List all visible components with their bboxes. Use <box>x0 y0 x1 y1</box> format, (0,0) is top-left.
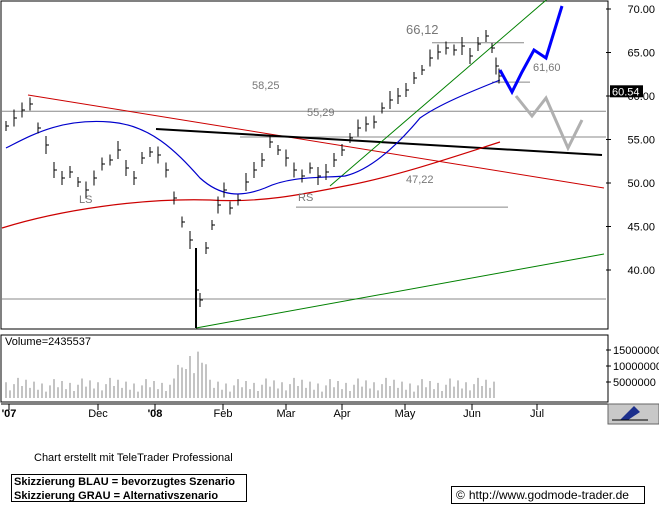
pattern-label: LS <box>79 194 92 206</box>
neckline <box>155 128 603 156</box>
volume-label: Volume=2435537 <box>5 336 91 348</box>
chart-tool-icon[interactable] <box>612 406 648 421</box>
x-tick-label: '08 <box>148 408 163 420</box>
green-support-line <box>195 253 605 329</box>
legend-gray-text: Skizzierung GRAU = Alternativszenario <box>14 490 219 502</box>
volume-panel-frame <box>0 334 609 403</box>
x-tick-label: Jun <box>463 408 481 420</box>
y-tick-label: 45.00 <box>627 222 655 234</box>
blue-scenario-path <box>498 5 564 96</box>
red-moving-average <box>1 141 501 229</box>
volume-tick-label: 5000000 <box>613 377 656 389</box>
legend-blue-text: Skizzierung BLAU = bevorzugtes Szenario <box>14 476 235 488</box>
last-price-marker <box>610 85 643 98</box>
scenario-sketches <box>498 5 584 152</box>
green-channel-line <box>329 0 547 187</box>
price-bars <box>5 30 502 328</box>
y-tick-label: 40.00 <box>627 265 655 277</box>
x-tick-label: Dec <box>88 408 108 420</box>
pattern-label: RS <box>298 192 313 204</box>
x-tick-label: May <box>395 408 416 420</box>
last-price-label: 60.54 <box>612 86 640 98</box>
x-tick-label: Mar <box>277 408 296 420</box>
volume-tick-label: 10000000 <box>613 361 659 373</box>
y-tick-label: 55.00 <box>627 135 655 147</box>
level-label: 58,25 <box>252 80 280 92</box>
credit-text: Chart erstellt mit TeleTrader Profession… <box>34 452 233 464</box>
x-tick-label: Feb <box>214 408 233 420</box>
y-tick-label: 50.00 <box>627 178 655 190</box>
level-label: 47,22 <box>406 174 434 186</box>
level-label: 61,60 <box>533 62 561 74</box>
level-label: 55,29 <box>307 107 335 119</box>
copyright-icon: © <box>456 488 465 502</box>
y-tick-label: 65.00 <box>627 48 655 60</box>
y-tick-label: 70.00 <box>627 4 655 16</box>
volume-bars <box>5 351 495 398</box>
blue-moving-average <box>5 79 501 195</box>
scenario-legend: Skizzierung BLAU = bevorzugtes Szenario … <box>11 474 247 502</box>
x-tick-label: '07 <box>2 408 17 420</box>
indicator-lines <box>1 0 605 329</box>
level-label: 66,12 <box>406 22 439 37</box>
chart-labels: 70.0065.0060.0055.0050.0045.0040.0066,12… <box>2 4 659 420</box>
price-panel-frame <box>0 0 609 330</box>
x-tick-label: Apr <box>333 408 350 420</box>
red-downtrend-line <box>27 94 605 189</box>
source-url[interactable]: http://www.godmode-trader.de <box>468 488 629 502</box>
volume-tick-label: 15000000 <box>613 345 659 357</box>
gray-scenario-path <box>514 95 584 152</box>
source-url-box[interactable]: © http://www.godmode-trader.de <box>451 486 645 504</box>
x-tick-label: Jul <box>530 408 544 420</box>
